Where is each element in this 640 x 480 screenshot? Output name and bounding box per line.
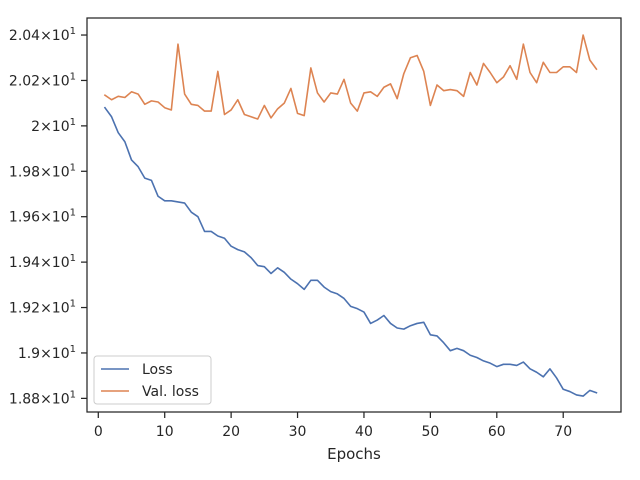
y-tick-exponent: 1 [70, 389, 76, 400]
y-tick-mantissa: 2.04 [9, 28, 40, 44]
y-tick-times: ×10 [40, 28, 70, 44]
y-tick-exponent: 1 [70, 26, 76, 37]
y-tick-mantissa: 1.92 [9, 301, 40, 317]
legend-box [93, 355, 212, 405]
y-tick-exponent: 1 [70, 162, 76, 173]
x-axis-label: Epochs [327, 445, 381, 463]
plot-area [103, 34, 598, 397]
y-tick-mantissa: 2.02 [9, 73, 40, 89]
y-tick-mantissa: 1.98 [9, 164, 40, 180]
y-tick-exponent: 1 [70, 299, 76, 310]
series-line-loss [103, 106, 598, 397]
x-tick-label: 60 [488, 424, 506, 440]
y-tick-exponent: 1 [70, 253, 76, 264]
y-tick-times: ×10 [40, 210, 70, 226]
y-tick-label: 2.04×101 [9, 26, 76, 44]
y-tick-times: ×10 [40, 73, 70, 89]
y-tick-exponent: 1 [70, 117, 76, 128]
x-tick-label: 20 [222, 424, 240, 440]
y-tick-times: ×10 [40, 346, 70, 362]
x-tick-label: 70 [554, 424, 572, 440]
x-tick-label: 40 [355, 424, 373, 440]
y-tick-mantissa: 1.9 [18, 346, 40, 362]
legend: Loss Val. loss [93, 355, 212, 405]
y-axis: 1.88×1011.9×1011.92×1011.94×1011.96×1011… [9, 26, 87, 407]
y-tick-label: 2.02×101 [9, 71, 76, 89]
y-tick-mantissa: 1.88 [9, 391, 40, 407]
y-tick-label: 1.92×101 [9, 299, 76, 317]
y-tick-times: ×10 [40, 119, 70, 135]
series-lines [103, 34, 598, 397]
series-line-val-loss [103, 34, 598, 120]
y-tick-mantissa: 1.96 [9, 210, 40, 226]
x-axis: 0 10 20 30 40 50 60 70 [94, 412, 572, 440]
y-tick-label: 1.9×101 [18, 344, 76, 362]
y-tick-mantissa: 2 [31, 119, 40, 135]
legend-label: Loss [142, 362, 173, 378]
x-tick-label: 50 [421, 424, 439, 440]
x-tick-label: 0 [94, 424, 103, 440]
y-tick-label: 2×101 [31, 117, 76, 135]
axes-frame [86, 17, 622, 413]
y-tick-label: 1.98×101 [9, 162, 76, 180]
y-tick-exponent: 1 [70, 208, 76, 219]
y-tick-times: ×10 [40, 391, 70, 407]
y-tick-exponent: 1 [70, 71, 76, 82]
x-tick-label: 30 [289, 424, 307, 440]
y-tick-times: ×10 [40, 164, 70, 180]
legend-label: Val. loss [142, 384, 199, 400]
y-tick-label: 1.96×101 [9, 208, 76, 226]
y-tick-times: ×10 [40, 255, 70, 271]
y-tick-times: ×10 [40, 301, 70, 317]
y-tick-label: 1.88×101 [9, 389, 76, 407]
y-tick-label: 1.94×101 [9, 253, 76, 271]
y-tick-mantissa: 1.94 [9, 255, 40, 271]
y-tick-exponent: 1 [70, 344, 76, 355]
x-tick-label: 10 [156, 424, 174, 440]
